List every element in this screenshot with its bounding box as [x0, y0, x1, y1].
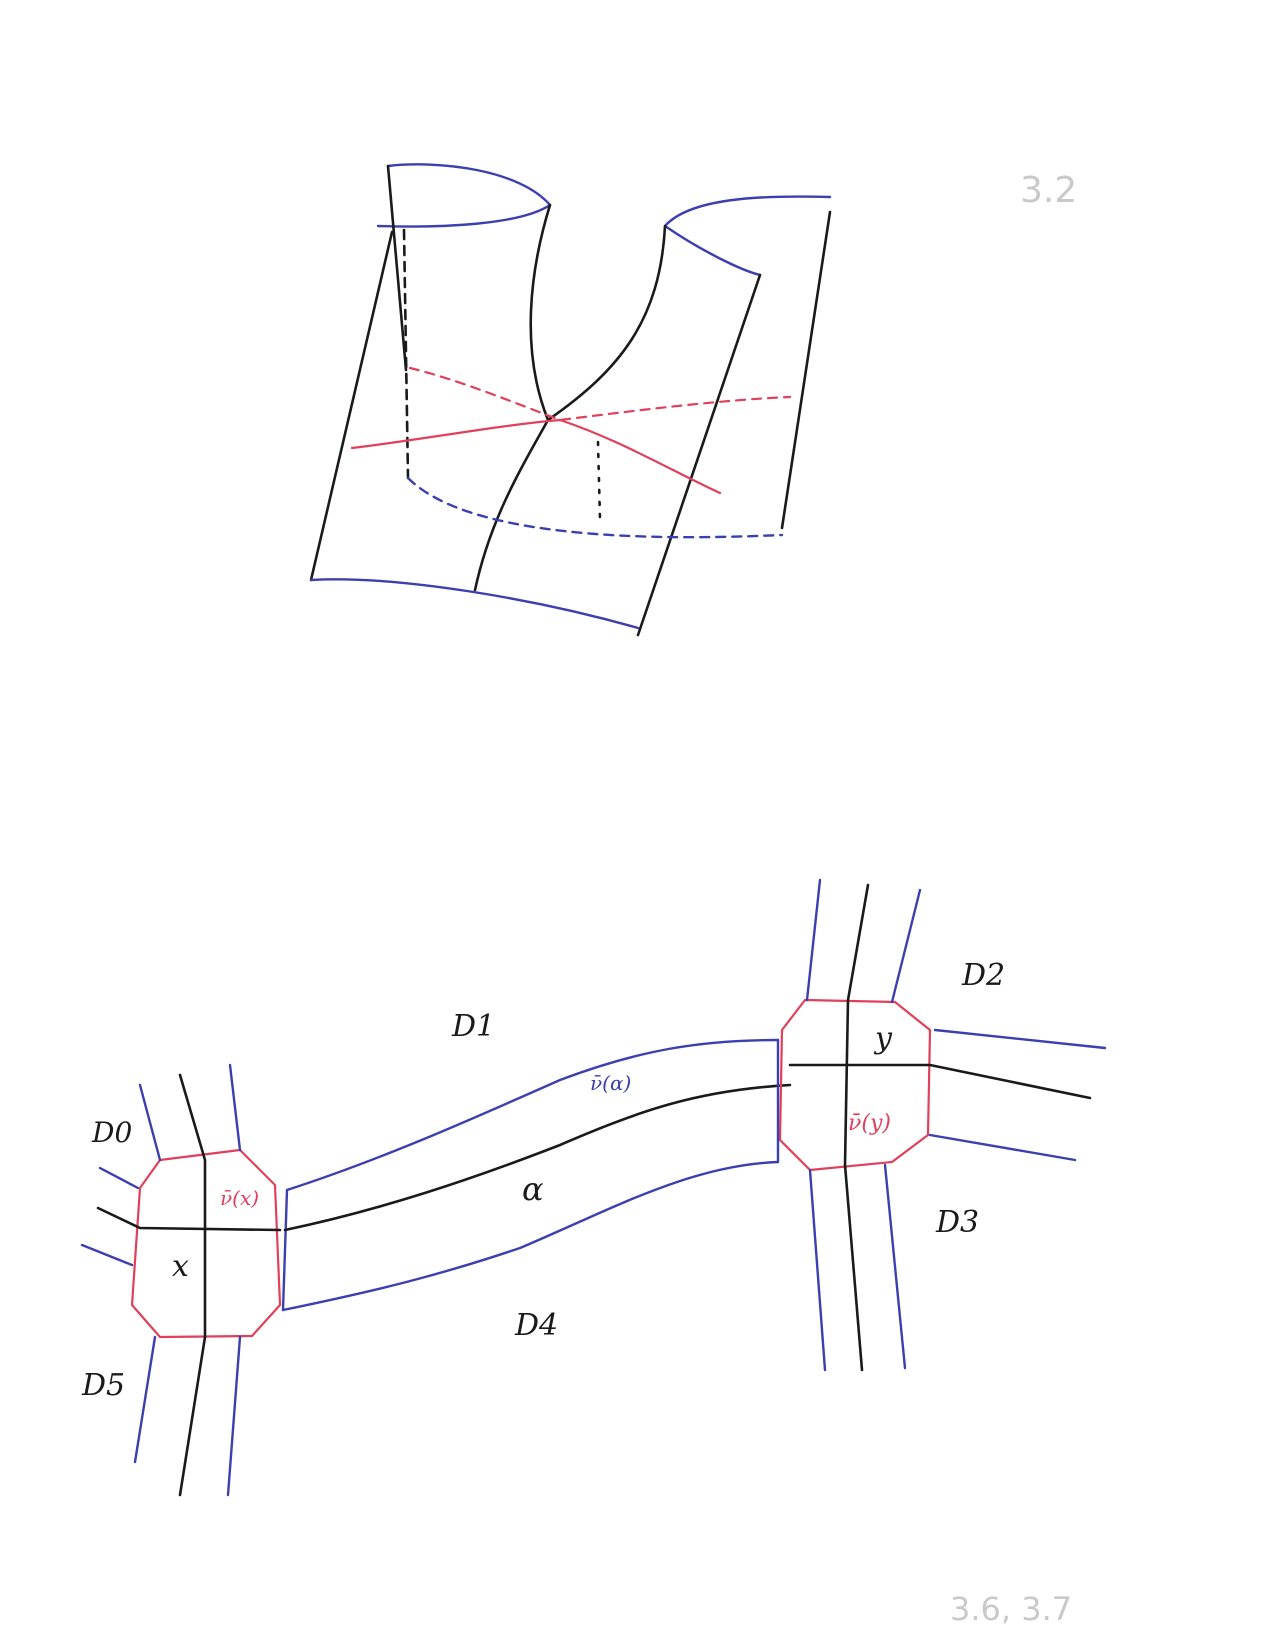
label-nu-alpha: ν̄(α) [590, 1071, 631, 1095]
label-nu-x: ν̄(x) [220, 1186, 259, 1210]
left-left-band [80, 1166, 140, 1267]
hidden-center-vertical [596, 440, 602, 522]
left-inner-edge [529, 203, 552, 422]
left-bottom-band [133, 1335, 242, 1497]
left-top-band [138, 1063, 242, 1162]
right-bottom-band [808, 1163, 907, 1372]
nu-y-boundary [778, 998, 932, 1172]
central-seam [473, 418, 550, 592]
right-leg-front-edge [636, 273, 762, 637]
left-leg-outer-edge [386, 164, 408, 372]
y-vertical-core [843, 883, 870, 1372]
label-d5: D5 [81, 1368, 125, 1403]
right-leg-back-edge [780, 210, 832, 530]
bottom-rim-front [309, 578, 640, 630]
label-d0: D0 [91, 1116, 132, 1149]
bottom-rim-hidden [406, 476, 784, 539]
saddle-curve-back [408, 366, 792, 422]
handle-figure [80, 878, 1107, 1497]
label-d2: D2 [961, 958, 1005, 993]
x-horizontal-core [96, 1206, 282, 1232]
alpha-core [283, 1083, 792, 1232]
figure-number-bottom: 3.6, 3.7 [950, 1590, 1072, 1628]
right-top-band [805, 878, 922, 1004]
label-d3: D3 [935, 1205, 979, 1240]
right-right-band [928, 1028, 1107, 1162]
left-right-edge [281, 1188, 289, 1312]
pants-surface-figure [309, 163, 832, 637]
label-x: x [172, 1249, 189, 1284]
label-d4: D4 [514, 1308, 558, 1343]
y-horizontal-core [788, 1063, 1092, 1100]
figure-number-top: 3.2 [1020, 170, 1077, 211]
label-nu-y: ν̄(y) [848, 1111, 891, 1136]
label-d1: D1 [451, 1009, 495, 1044]
right-leg-rim [663, 195, 832, 277]
hidden-left-vertical [402, 228, 410, 480]
left-leg-rim [376, 163, 552, 228]
x-vertical-core [178, 1073, 207, 1497]
saddle-curve-front [350, 418, 722, 495]
left-leg-front-edge [309, 230, 394, 582]
right-inner-edge [546, 224, 667, 422]
label-y: y [873, 1021, 893, 1056]
label-alpha: α [522, 1170, 544, 1208]
alpha-bottom-edge [281, 1160, 780, 1312]
alpha-top-edge [285, 1038, 780, 1192]
